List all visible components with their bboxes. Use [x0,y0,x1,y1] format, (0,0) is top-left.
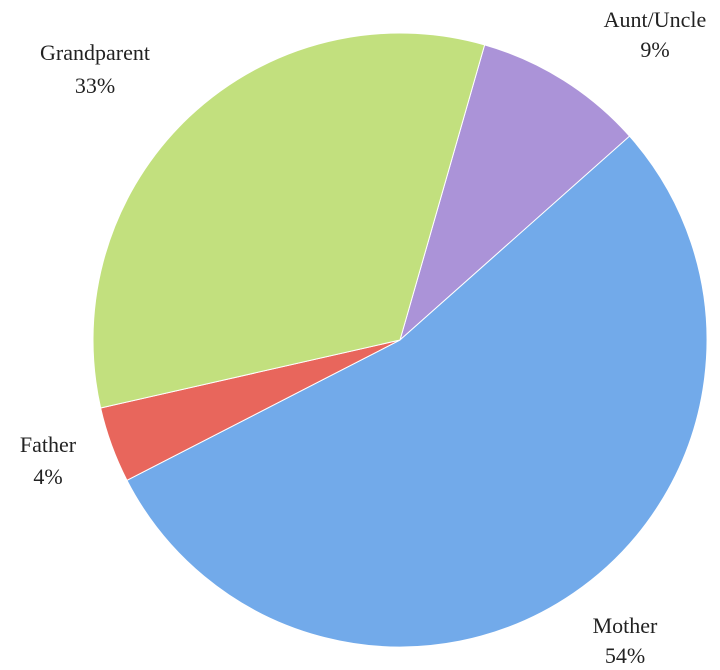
slice-value-label: 9% [640,37,669,62]
slice-label: Father [20,432,77,457]
slice-label: Aunt/Uncle [604,7,707,32]
pie-slice [126,135,708,648]
slice-value-label: 54% [605,643,645,668]
slice-value-label: 4% [33,464,62,489]
slice-label: Grandparent [40,40,150,65]
slice-label: Mother [593,613,658,638]
slice-value-label: 33% [75,73,115,98]
pie-slice [399,44,631,342]
pie-slice [92,32,486,409]
